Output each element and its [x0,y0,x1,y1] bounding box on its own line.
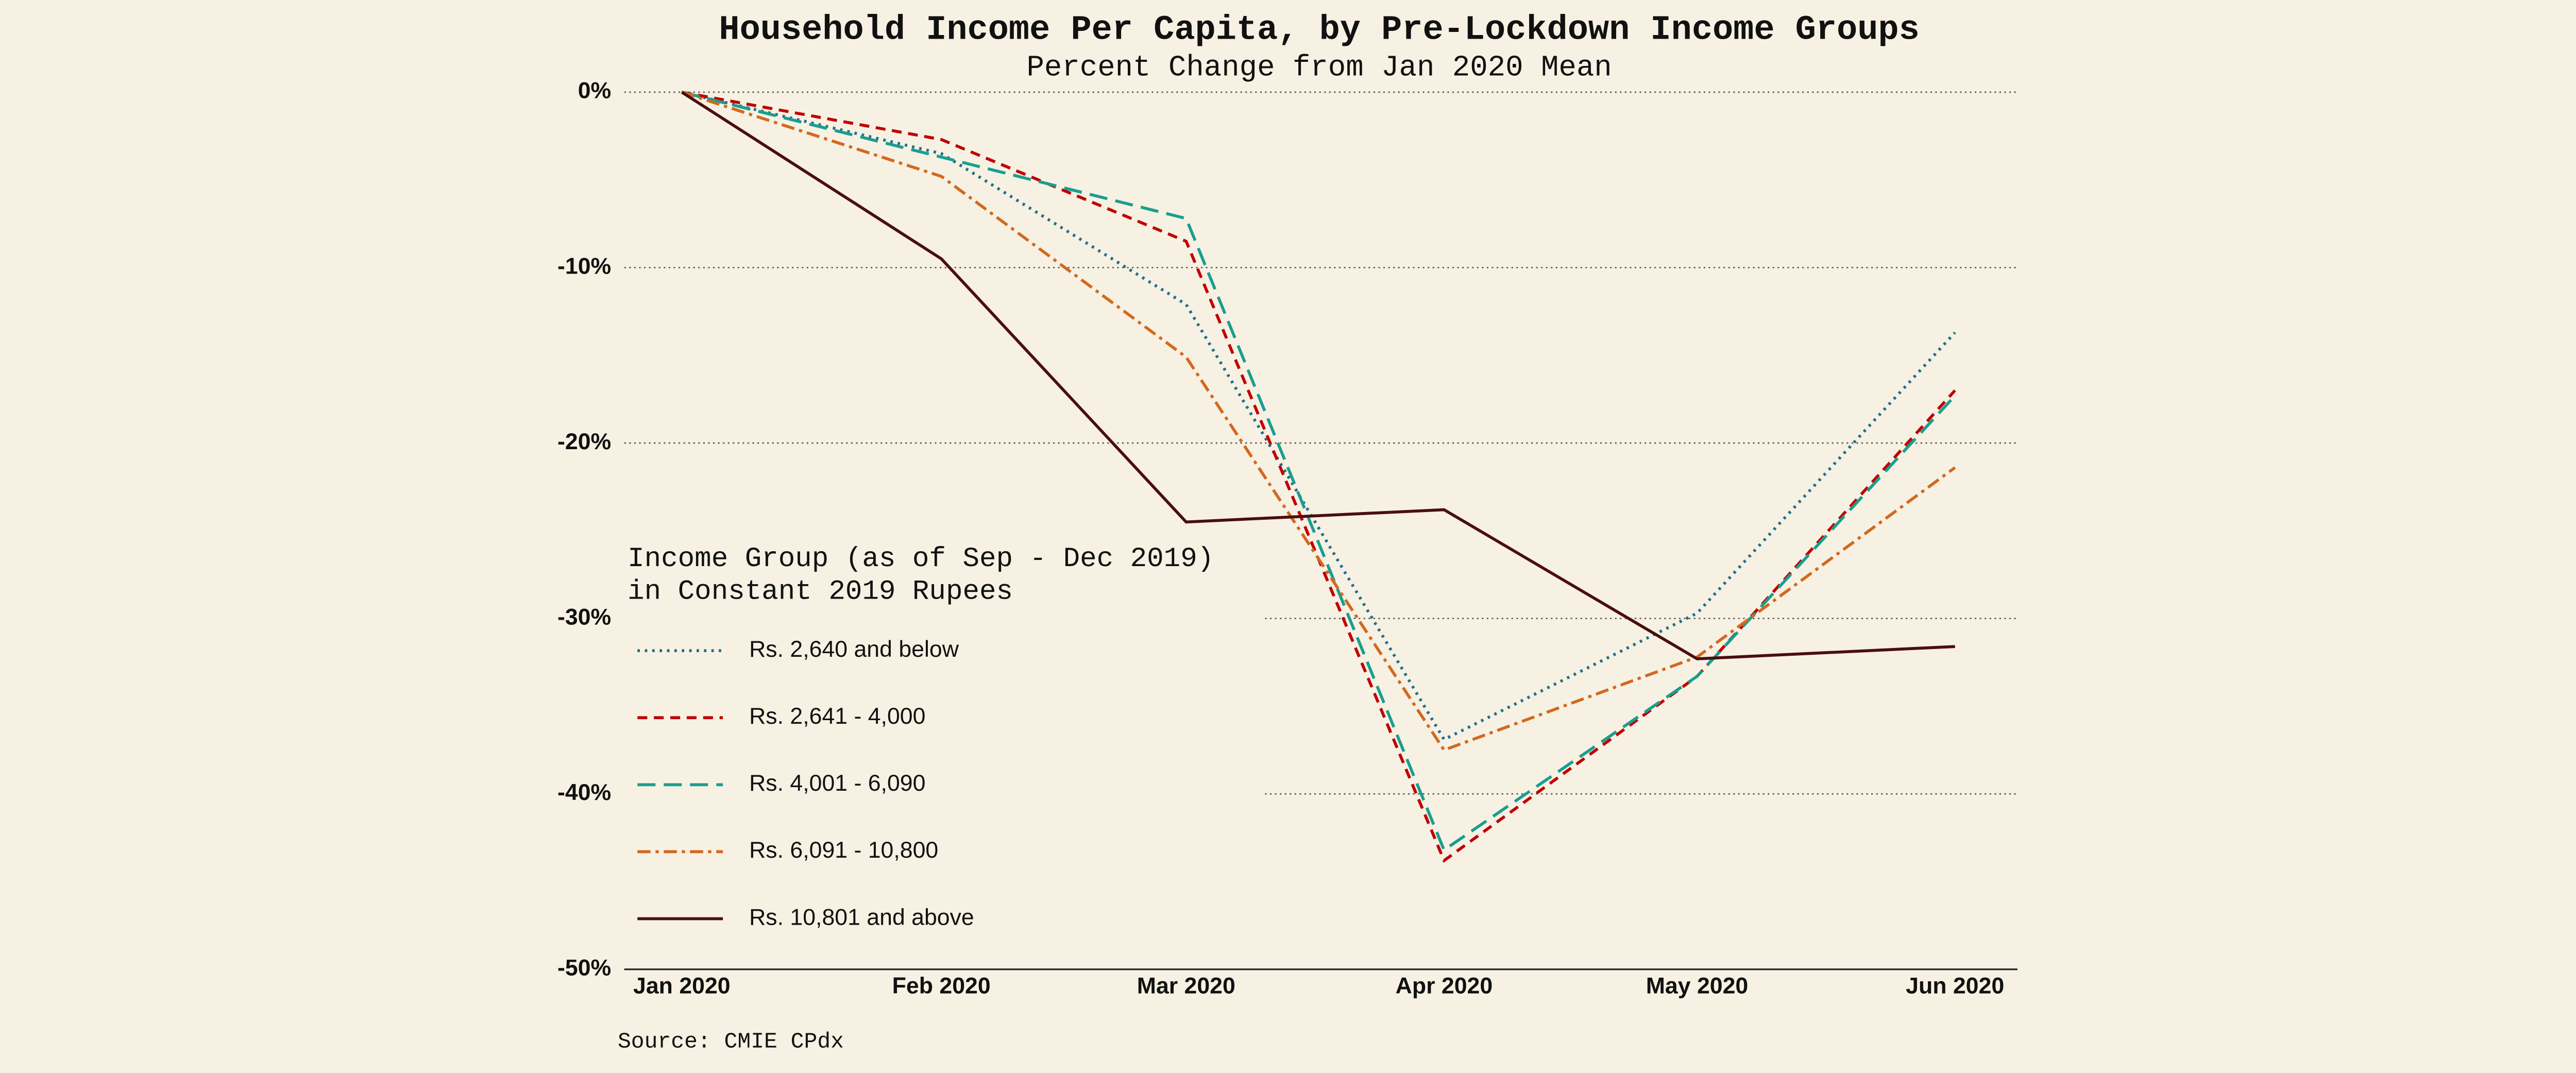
series-line [681,91,1956,742]
source: Source: CMIE CPdx [618,1029,844,1054]
y-tick-label: -20% [557,429,611,454]
legend-label: Rs. 10,801 and above [749,905,974,930]
series-line [681,91,1956,863]
legend-title: Income Group (as of Sep - Dec 2019) [628,543,1214,575]
x-tick-label: Apr 2020 [1396,974,1493,999]
legend-label: Rs. 4,001 - 6,090 [749,771,925,796]
legend-title: in Constant 2019 Rupees [628,576,1013,608]
x-tick-label: Feb 2020 [892,974,991,999]
series-line [681,91,1956,853]
x-tick-label: Jan 2020 [633,974,731,999]
x-tick-label: Jun 2020 [1906,974,2004,999]
chart-subtitle: Percent Change from Jan 2020 Mean [1026,51,1612,84]
y-tick-label: -30% [557,604,611,629]
y-tick-label: 0% [578,78,612,104]
legend-label: Rs. 6,091 - 10,800 [749,838,938,863]
x-tick-label: May 2020 [1646,974,1748,999]
series-line [681,91,1956,752]
legend-box [617,535,1265,953]
y-tick-label: -40% [557,780,611,805]
y-tick-label: -50% [557,956,611,981]
legend-label: Rs. 2,641 - 4,000 [749,704,925,729]
series-line [681,91,1955,660]
x-tick-label: Mar 2020 [1137,974,1235,999]
legend-label: Rs. 2,640 and below [749,637,959,662]
y-tick-label: -10% [557,253,611,279]
chart-title: Household Income Per Capita, by Pre-Lock… [719,10,1919,49]
